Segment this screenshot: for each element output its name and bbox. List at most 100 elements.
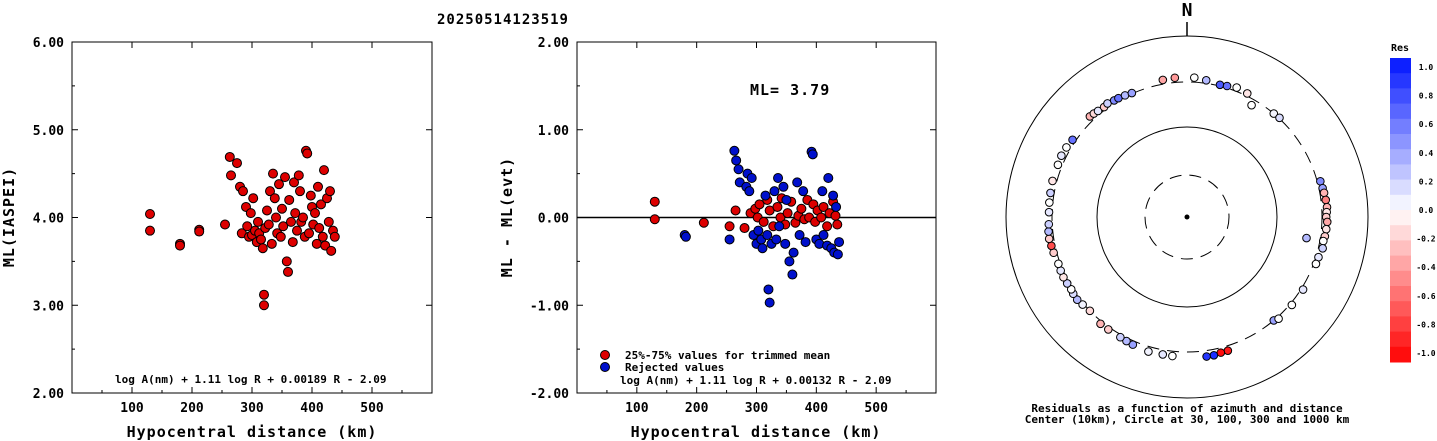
data-point — [834, 237, 845, 248]
data-point — [277, 203, 287, 214]
plot2-ticks: 100 200 300 400 500 -2.00 -1.00 0.00 1.00 2.00 — [530, 36, 936, 416]
plot1-points — [145, 145, 340, 311]
colorbar-cell — [1390, 286, 1411, 302]
station-marker — [1044, 207, 1054, 217]
station-marker — [1054, 259, 1063, 269]
data-point — [323, 216, 334, 227]
colorbar-cell — [1390, 103, 1411, 120]
data-point — [248, 193, 259, 204]
station-marker — [1287, 300, 1297, 310]
colorbar-cell — [1390, 346, 1411, 363]
data-point — [325, 186, 335, 197]
data-point — [807, 149, 818, 160]
data-point — [831, 201, 842, 212]
colorbar-cell — [1390, 316, 1411, 333]
colorbar-cell — [1390, 73, 1411, 89]
ml-annotation: ML= 3.79 — [750, 81, 830, 99]
data-point — [822, 221, 833, 232]
station-marker — [1232, 83, 1241, 92]
data-point — [769, 186, 780, 197]
station-marker — [1321, 195, 1331, 205]
colorbar-cell — [1390, 179, 1411, 196]
plot1-xlabel: Hypocentral distance (km) — [127, 423, 378, 441]
station-marker — [1085, 306, 1095, 316]
plot1-ticks: 100 200 300 400 500 2.00 3.00 4.00 5.00 6.00 — [33, 36, 432, 416]
data-point — [310, 208, 320, 219]
data-point — [832, 219, 843, 230]
y-tick-label: 5.00 — [33, 124, 64, 139]
station-marker — [1062, 279, 1072, 288]
data-point — [253, 216, 263, 227]
colorbar-cell — [1390, 301, 1411, 317]
station-marker — [1321, 224, 1331, 234]
polar-caption-1: Residuals as a function of azimuth and d… — [1031, 402, 1343, 415]
data-point — [295, 186, 305, 197]
station-marker — [1168, 351, 1177, 361]
data-point — [220, 219, 230, 230]
data-point — [771, 234, 782, 245]
x-tick-label: 300 — [240, 401, 264, 416]
colorbar-tick-label: -0.4 — [1416, 263, 1435, 272]
station-marker — [1044, 234, 1054, 244]
data-point — [746, 173, 757, 184]
residual-vs-distance-plot: 100 200 300 400 500 -2.00 -1.00 0.00 1.00 2.00 ML… — [498, 36, 937, 441]
station-marker — [1062, 143, 1071, 152]
data-point — [830, 210, 841, 221]
data-point — [266, 238, 277, 249]
station-marker — [1190, 73, 1199, 82]
colorbar-cell — [1390, 210, 1411, 226]
data-point — [281, 256, 292, 267]
station-marker — [1057, 151, 1066, 161]
data-point — [314, 223, 325, 234]
station-marker — [1045, 198, 1054, 207]
data-point — [226, 170, 236, 181]
circle-30km — [1144, 174, 1230, 260]
colorbar-cell — [1390, 88, 1411, 105]
data-point — [304, 228, 314, 239]
station-marker — [1209, 351, 1219, 360]
station-marker — [1274, 314, 1283, 324]
station-marker — [1103, 325, 1113, 334]
data-point — [286, 216, 296, 227]
x-tick-label: 500 — [360, 401, 384, 416]
x-tick-label: 200 — [180, 401, 204, 416]
station-marker — [1269, 109, 1279, 118]
data-point — [772, 201, 783, 212]
station-marker — [1242, 89, 1252, 98]
legend-label-trimmed: 25%-75% values for trimmed mean — [625, 349, 830, 362]
x-tick-label: 500 — [864, 401, 888, 416]
data-point — [724, 221, 735, 232]
station-marker — [1302, 233, 1311, 243]
data-point — [649, 196, 660, 207]
x-tick-label: 300 — [745, 401, 769, 416]
station-marker — [1247, 100, 1256, 110]
data-point — [289, 177, 299, 188]
data-point — [194, 226, 205, 237]
colorbar-cell — [1390, 134, 1411, 150]
data-point — [798, 186, 809, 197]
station-marker — [1053, 160, 1063, 170]
colorbar-cell — [1390, 164, 1411, 181]
station-marker — [1215, 80, 1225, 90]
y-tick-label: 6.00 — [33, 36, 64, 51]
colorbar-tick-label: -0.6 — [1416, 292, 1435, 301]
station-marker — [1319, 236, 1328, 246]
plot2-ylabel: ML - ML(evt) — [498, 157, 516, 277]
colorbar-tick-label: -1.0 — [1416, 349, 1435, 358]
y-tick-label: 4.00 — [33, 212, 64, 227]
colorbar-cell — [1390, 331, 1411, 348]
data-point — [302, 148, 313, 159]
y-tick-label: 0.00 — [538, 212, 569, 227]
colorbar-cell — [1390, 225, 1411, 241]
station-marker — [1319, 188, 1329, 198]
colorbar-cell — [1390, 149, 1411, 165]
data-point — [823, 173, 834, 184]
station-marker — [1128, 340, 1138, 349]
data-point — [733, 164, 744, 175]
legend-marker-rejected — [600, 362, 610, 372]
station-marker — [1078, 300, 1087, 309]
colorbar-tick-label: 0.0 — [1419, 206, 1434, 215]
colorbar-cell — [1390, 240, 1411, 257]
data-point — [145, 208, 155, 219]
